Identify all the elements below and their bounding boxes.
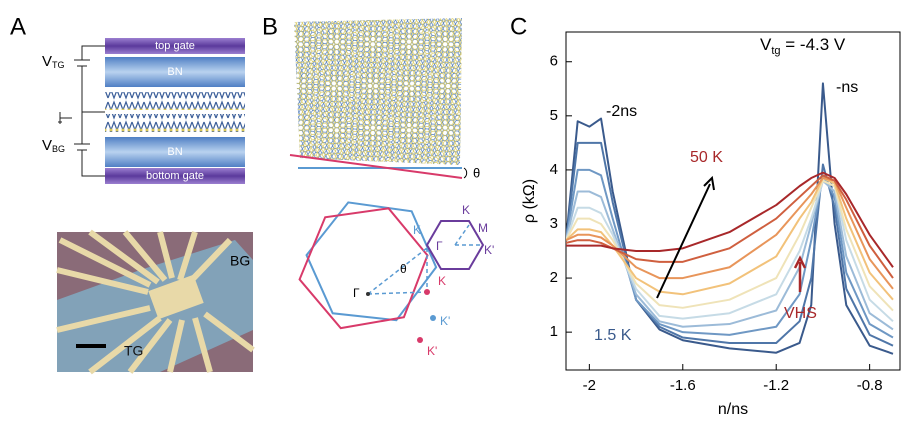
bz-label: K' <box>440 314 450 328</box>
bz-label: θ <box>400 262 407 276</box>
label-main: V <box>42 137 52 154</box>
label-sub: TG <box>52 60 65 70</box>
label-sub: tg <box>771 45 780 57</box>
annotation: VHS <box>784 305 817 322</box>
layer-label: top gate <box>155 40 195 52</box>
layer-label: BN <box>167 146 182 158</box>
y-tick-label: 4 <box>550 161 558 178</box>
bz-label: Γ <box>436 239 443 253</box>
y-tick-label: 5 <box>550 107 558 124</box>
angle-arc <box>464 168 467 178</box>
bz-label: K' <box>484 243 494 257</box>
photo-label: TG <box>124 343 143 359</box>
label-sub: BG <box>52 144 65 154</box>
bz-label: K' <box>427 344 437 358</box>
layer-label: BN <box>167 66 182 78</box>
circuit <box>58 46 105 176</box>
k-point <box>424 289 430 295</box>
label-rest: = -4.3 V <box>781 35 846 54</box>
layer-label: bottom gate <box>146 170 204 182</box>
moire-lattice <box>294 18 462 165</box>
photo-label: BG <box>230 253 250 269</box>
arrow <box>657 178 714 298</box>
annotation: -2ns <box>606 103 637 120</box>
graphene-layer <box>105 92 245 110</box>
bz-label: K <box>438 274 446 288</box>
panel-letter: A <box>10 13 26 40</box>
graphene-layer <box>105 114 245 132</box>
x-tick-label: -1.6 <box>670 377 696 394</box>
panel-letter: B <box>262 13 278 40</box>
y-tick-label: 6 <box>550 53 558 70</box>
voltage-label: VTG <box>42 53 65 70</box>
x-tick-label: -2 <box>583 377 596 394</box>
y-tick-label: 1 <box>550 323 558 340</box>
gamma-point <box>366 292 370 296</box>
bz-blue <box>299 198 443 327</box>
panel-a: A top gate BN BN bottom gate VTG VBG BG … <box>10 13 253 372</box>
label-main: V <box>760 35 772 54</box>
x-tick-label: -0.8 <box>857 377 883 394</box>
voltage-label: VBG <box>42 137 65 154</box>
k-point <box>417 337 423 343</box>
label-main: V <box>42 53 52 70</box>
bz-label: K <box>413 223 421 237</box>
panel-letter: C <box>510 13 527 40</box>
gate-voltage: Vtg = -4.3 V <box>760 35 846 56</box>
bz-label: K <box>462 203 470 217</box>
bz-label: M <box>478 221 488 235</box>
annotation: -ns <box>836 79 858 96</box>
panel-c: C -2 -1.6 -1.2 -0.8 1 2 3 4 5 6 n/ns ρ (kΩ) Vtg = -4… <box>510 13 900 418</box>
y-axis-label: ρ (kΩ) <box>521 179 538 223</box>
angle-label: θ <box>473 165 480 180</box>
y-tick-label: 3 <box>550 215 558 232</box>
x-tick-label: -1.2 <box>763 377 789 394</box>
k-point <box>430 315 436 321</box>
y-tick-label: 2 <box>550 269 558 286</box>
panel-b: B θ K K' K K' K M Γ K' Γ θ <box>262 13 494 358</box>
bz-label: Γ <box>353 286 360 300</box>
x-axis-label: n/ns <box>718 401 748 418</box>
annotation: 1.5 K <box>594 327 632 344</box>
figure: A top gate BN BN bottom gate VTG VBG BG … <box>0 0 904 422</box>
annotation: 50 K <box>690 149 723 166</box>
